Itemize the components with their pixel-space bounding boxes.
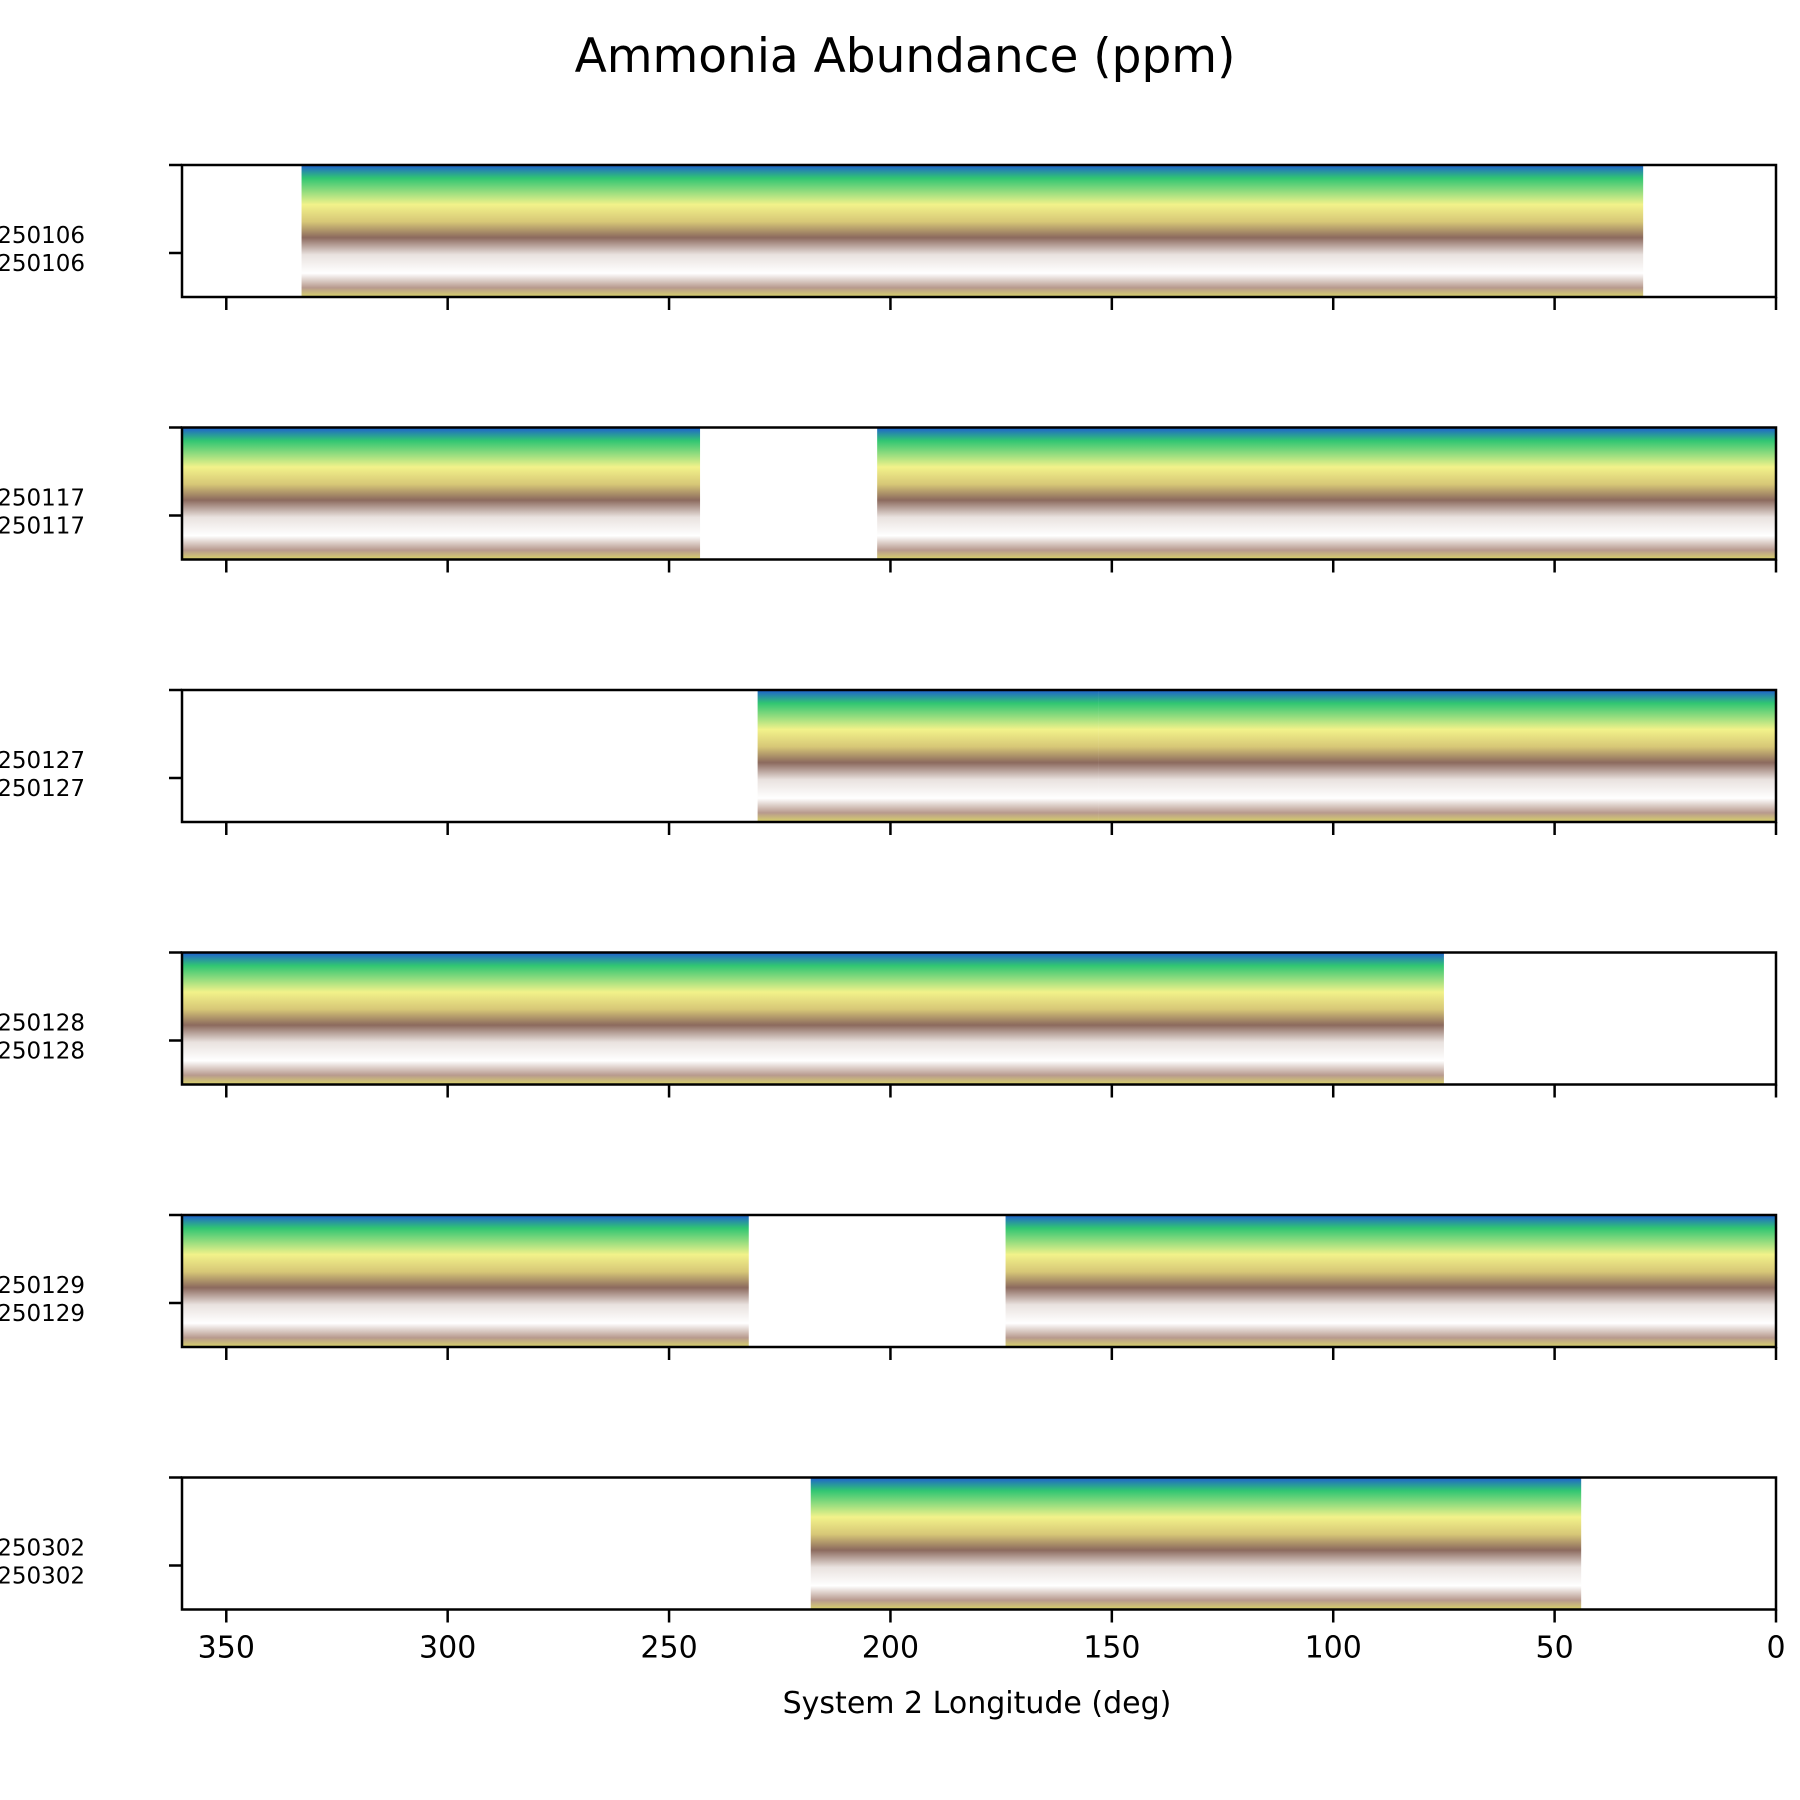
x-tick-label-100: 100 <box>1305 1631 1362 1666</box>
panel-6-frame <box>180 1476 1778 1611</box>
panel-6-label-bottom: 250302 <box>0 1564 85 1590</box>
panel-4-label-top: 250128 <box>0 1011 85 1037</box>
panel-4-data-strip-1 <box>182 952 1444 1085</box>
x-tick-label-0: 0 <box>1766 1631 1785 1666</box>
panel-2-data-strip-1 <box>182 427 701 560</box>
panel-3-data-strip-1 <box>757 690 1099 822</box>
x-axis-label: System 2 Longitude (deg) <box>783 1686 1172 1721</box>
x-tick-label-50: 50 <box>1536 1631 1574 1666</box>
x-tick-label-150: 150 <box>1083 1631 1140 1666</box>
panel-5-data-strip-1 <box>182 1215 749 1347</box>
panel-5-frame <box>180 1213 1778 1349</box>
x-tick-label-250: 250 <box>640 1631 697 1666</box>
panels-group: 2501062501062501172501172501272501272501… <box>0 163 1786 1666</box>
x-tick-label-350: 350 <box>198 1631 255 1666</box>
panel-2-label-top: 250117 <box>0 486 85 512</box>
panel-3-frame <box>180 688 1778 824</box>
x-tick-label-200: 200 <box>862 1631 919 1666</box>
panel-1-label-top: 250106 <box>0 223 85 249</box>
chart-title: Ammonia Abundance (ppm) <box>575 29 1236 84</box>
panel-1-label-bottom: 250106 <box>0 251 85 277</box>
panel-2-data-strip-2 <box>877 427 1776 560</box>
x-tick-label-300: 300 <box>419 1631 476 1666</box>
panel-4-label-bottom: 250128 <box>0 1039 85 1065</box>
panel-3-label-bottom: 250127 <box>0 776 85 802</box>
panel-5-label-top: 250129 <box>0 1273 85 1299</box>
panel-2-label-bottom: 250117 <box>0 514 85 540</box>
panel-5-label-bottom: 250129 <box>0 1301 85 1327</box>
panel-1-data-strip-1 <box>301 165 1644 297</box>
panel-6-label-top: 250302 <box>0 1536 85 1562</box>
panel-5-data-strip-2 <box>1005 1215 1776 1347</box>
panel-4-frame <box>180 951 1778 1086</box>
panel-1-frame <box>180 163 1778 299</box>
panel-3-data-strip-2 <box>1098 690 1776 822</box>
panel-3-label-top: 250127 <box>0 748 85 774</box>
panel-2-frame <box>180 426 1778 561</box>
panel-6-data-strip-1 <box>810 1477 1582 1610</box>
